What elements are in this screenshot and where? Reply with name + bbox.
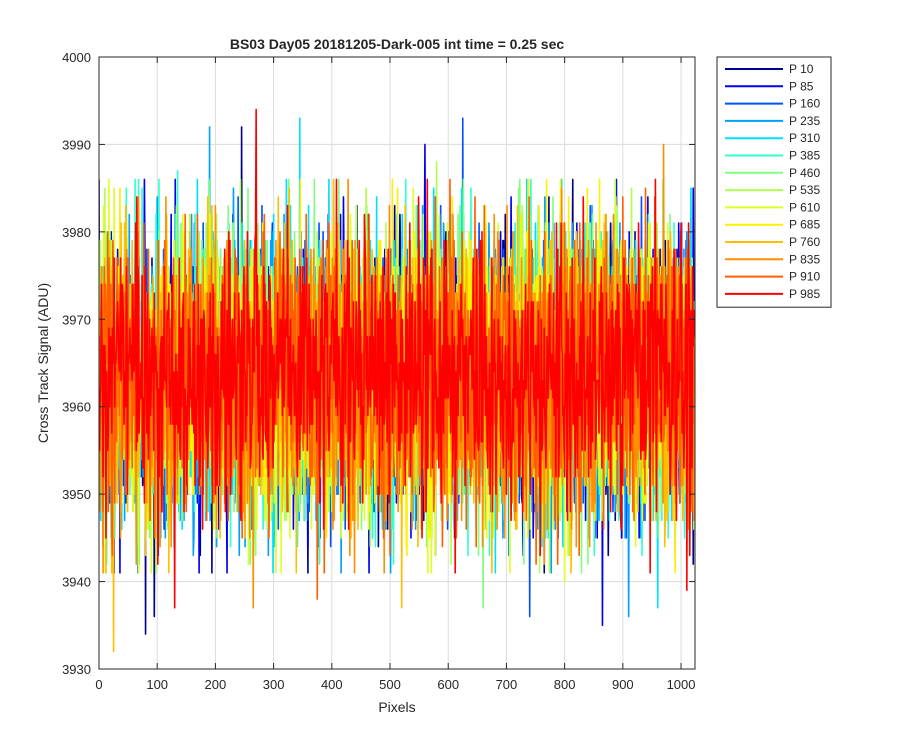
x-tick-label: 800: [554, 677, 576, 692]
y-tick-label: 3990: [62, 137, 91, 152]
legend-entry-label: P 385: [789, 149, 820, 163]
legend-entry-label: P 910: [789, 270, 820, 284]
x-tick-label: 600: [437, 677, 459, 692]
x-tick-label: 500: [379, 677, 401, 692]
chart-title: BS03 Day05 20181205-Dark-005 int time = …: [230, 36, 564, 52]
x-tick-label: 200: [205, 677, 227, 692]
legend-box: [716, 56, 832, 308]
legend-entry-label: P 85: [789, 79, 814, 93]
x-tick-label: 900: [612, 677, 634, 692]
x-tick-label: 400: [321, 677, 343, 692]
legend-entry-label: P 535: [789, 183, 820, 197]
x-tick-label: 1000: [667, 677, 696, 692]
y-tick-label: 3960: [62, 400, 91, 415]
y-tick-label: 3950: [62, 487, 91, 502]
plot-frame: [98, 56, 696, 670]
y-tick-label: 3980: [62, 225, 91, 240]
legend-entry-label: P 310: [789, 131, 820, 145]
y-tick-label: 4000: [62, 50, 91, 65]
x-axis-label: Pixels: [378, 699, 415, 715]
y-tick-label: 3930: [62, 662, 91, 677]
series-line-p985: [99, 108, 695, 609]
legend-entry-label: P 160: [789, 97, 820, 111]
x-tick-label: 700: [496, 677, 518, 692]
legend-entry-label: P 985: [789, 287, 820, 301]
y-tick-label: 3970: [62, 312, 91, 327]
axis-ticks: 0 100 200 300 400 500 600 700 800 900 1000 3930 3940…: [62, 50, 695, 692]
legend-entry-label: P 235: [789, 114, 820, 128]
legend-entry-label: P 610: [789, 200, 820, 214]
legend-entry-label: P 760: [789, 235, 820, 249]
legend-entry-label: P 460: [789, 166, 820, 180]
x-tick-label: 300: [263, 677, 285, 692]
y-axis-label: Cross Track Signal (ADU): [35, 283, 51, 443]
legend: P 10 P 85 P 160 P 235 P 310 P 385 P 460 P 535 P …: [716, 56, 832, 308]
legend-entry-label: P 10: [789, 62, 814, 76]
legend-entry-label: P 685: [789, 218, 820, 232]
legend-entry-label: P 835: [789, 252, 820, 266]
x-tick-label: 100: [146, 677, 168, 692]
series-lines: [99, 108, 695, 653]
y-tick-label: 3940: [62, 575, 91, 590]
x-tick-label: 0: [95, 677, 102, 692]
